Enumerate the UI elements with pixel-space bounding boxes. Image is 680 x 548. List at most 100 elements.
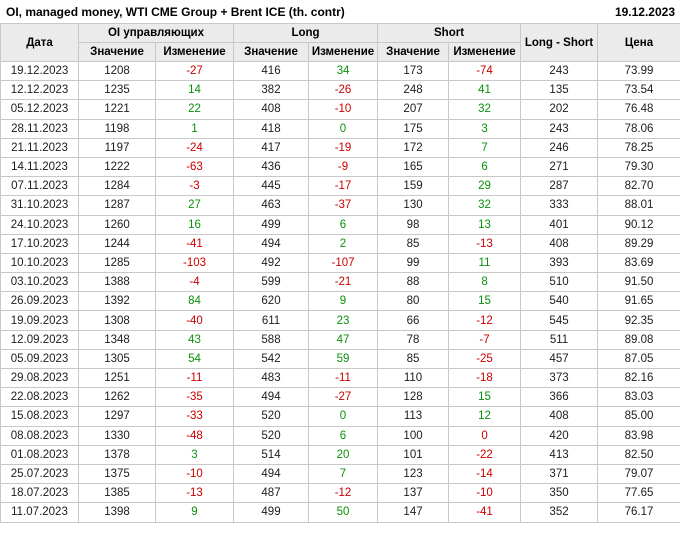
oi-change-cell: 16 [155, 214, 234, 235]
date-cell: 31.10.2023 [0, 195, 79, 216]
long-change-cell: 20 [307, 444, 379, 465]
oi-value-cell: 1385 [78, 483, 156, 504]
table-row: 05.09.2023 1305 54 542 59 85 -25 457 87.05 [0, 348, 680, 370]
long-short-cell: 540 [520, 291, 599, 312]
oi-value-cell: 1285 [78, 252, 156, 274]
price-cell: 85.00 [597, 406, 680, 427]
short-change-cell: -18 [448, 367, 522, 389]
long-value-cell: 599 [233, 272, 309, 293]
long-change-cell: 23 [307, 310, 379, 331]
long-value-cell: 483 [233, 367, 309, 389]
table-header: Дата OI управляющих Long Short Long - Sh… [0, 23, 680, 62]
price-cell: 89.29 [597, 233, 680, 254]
oi-value-cell: 1235 [78, 80, 156, 101]
short-change-cell: 32 [448, 99, 522, 120]
oi-change-cell: 1 [155, 118, 234, 139]
table-row: 07.11.2023 1284 -3 445 -17 159 29 287 82.70 [0, 176, 680, 197]
col-header-oi-change: Изменение [155, 42, 234, 62]
short-change-cell: -12 [448, 310, 522, 331]
oi-value-cell: 1222 [78, 156, 156, 178]
long-value-cell: 417 [233, 137, 309, 158]
short-value-cell: 173 [377, 60, 450, 82]
date-cell: 29.08.2023 [0, 367, 79, 389]
long-short-cell: 271 [520, 156, 599, 178]
long-value-cell: 620 [233, 291, 309, 312]
short-value-cell: 172 [377, 137, 450, 158]
long-value-cell: 416 [233, 60, 309, 82]
short-change-cell: 11 [448, 252, 522, 274]
short-change-cell: -41 [448, 502, 522, 523]
long-short-cell: 401 [520, 214, 599, 235]
oi-change-cell: -24 [155, 137, 234, 158]
short-change-cell: 15 [448, 291, 522, 312]
table-row: 24.10.2023 1260 16 499 6 98 13 401 90.12 [0, 214, 680, 235]
sub-header-row: Значение Изменение Значение Изменение Зн… [1, 42, 680, 62]
long-short-cell: 408 [520, 406, 599, 427]
price-cell: 91.65 [597, 291, 680, 312]
long-change-cell: 0 [307, 118, 379, 139]
price-cell: 89.08 [597, 329, 680, 350]
date-cell: 21.11.2023 [0, 137, 79, 158]
col-header-short-change: Изменение [448, 42, 522, 62]
date-cell: 10.10.2023 [0, 252, 79, 274]
oi-change-cell: -103 [155, 252, 234, 274]
oi-value-cell: 1297 [78, 406, 156, 427]
price-cell: 87.05 [597, 348, 680, 370]
long-change-cell: 6 [307, 425, 379, 446]
oi-value-cell: 1378 [78, 444, 156, 465]
price-cell: 82.70 [597, 176, 680, 197]
table-row: 19.12.2023 1208 -27 416 34 173 -74 243 73.99 [0, 60, 680, 82]
table-row: 17.10.2023 1244 -41 494 2 85 -13 408 89.29 [0, 233, 680, 254]
short-value-cell: 248 [377, 80, 450, 101]
long-change-cell: 9 [307, 291, 379, 312]
long-short-cell: 420 [520, 425, 599, 446]
long-value-cell: 408 [233, 99, 309, 120]
short-change-cell: -7 [448, 329, 522, 350]
long-short-cell: 243 [520, 118, 599, 139]
col-header-long-change: Изменение [307, 42, 379, 62]
oi-value-cell: 1375 [78, 463, 156, 485]
table-row: 18.07.2023 1385 -13 487 -12 137 -10 350 77.65 [0, 483, 680, 504]
col-group-long: Long [232, 23, 379, 43]
short-value-cell: 101 [377, 444, 450, 465]
long-short-cell: 373 [520, 367, 599, 389]
short-value-cell: 123 [377, 463, 450, 485]
long-short-cell: 287 [520, 176, 599, 197]
date-cell: 12.09.2023 [0, 329, 79, 350]
date-cell: 17.10.2023 [0, 233, 79, 254]
oi-change-cell: 43 [155, 329, 234, 350]
long-change-cell: -37 [307, 195, 379, 216]
date-cell: 12.12.2023 [0, 80, 79, 101]
oi-change-cell: -10 [155, 463, 234, 485]
long-change-cell: -9 [307, 156, 379, 178]
oi-change-cell: -63 [155, 156, 234, 178]
long-short-cell: 243 [520, 60, 599, 82]
oi-change-cell: 3 [155, 444, 234, 465]
table-row: 19.09.2023 1308 -40 611 23 66 -12 545 92.35 [0, 310, 680, 331]
col-group-short: Short [377, 23, 522, 43]
oi-change-cell: -33 [155, 406, 234, 427]
table-row: 05.12.2023 1221 22 408 -10 207 32 202 76.48 [0, 99, 680, 120]
long-value-cell: 494 [233, 463, 309, 485]
price-cell: 82.50 [597, 444, 680, 465]
price-cell: 92.35 [597, 310, 680, 331]
long-short-cell: 408 [520, 233, 599, 254]
oi-value-cell: 1198 [78, 118, 156, 139]
oi-change-cell: 22 [155, 99, 234, 120]
date-cell: 05.12.2023 [0, 99, 79, 120]
short-value-cell: 99 [377, 252, 450, 274]
oi-value-cell: 1348 [78, 329, 156, 350]
oi-change-cell: -4 [155, 272, 234, 293]
table-body: 19.12.2023 1208 -27 416 34 173 -74 243 73.99 12.1… [0, 60, 680, 523]
price-cell: 83.69 [597, 252, 680, 274]
long-change-cell: -11 [307, 367, 379, 389]
date-cell: 25.07.2023 [0, 463, 79, 485]
long-short-cell: 352 [520, 502, 599, 523]
short-value-cell: 66 [377, 310, 450, 331]
long-value-cell: 463 [233, 195, 309, 216]
table-row: 10.10.2023 1285 -103 492 -107 99 11 393 83.69 [0, 252, 680, 274]
oi-change-cell: 84 [155, 291, 234, 312]
date-cell: 15.08.2023 [0, 406, 79, 427]
price-cell: 91.50 [597, 272, 680, 293]
col-header-date: Дата [0, 23, 79, 62]
